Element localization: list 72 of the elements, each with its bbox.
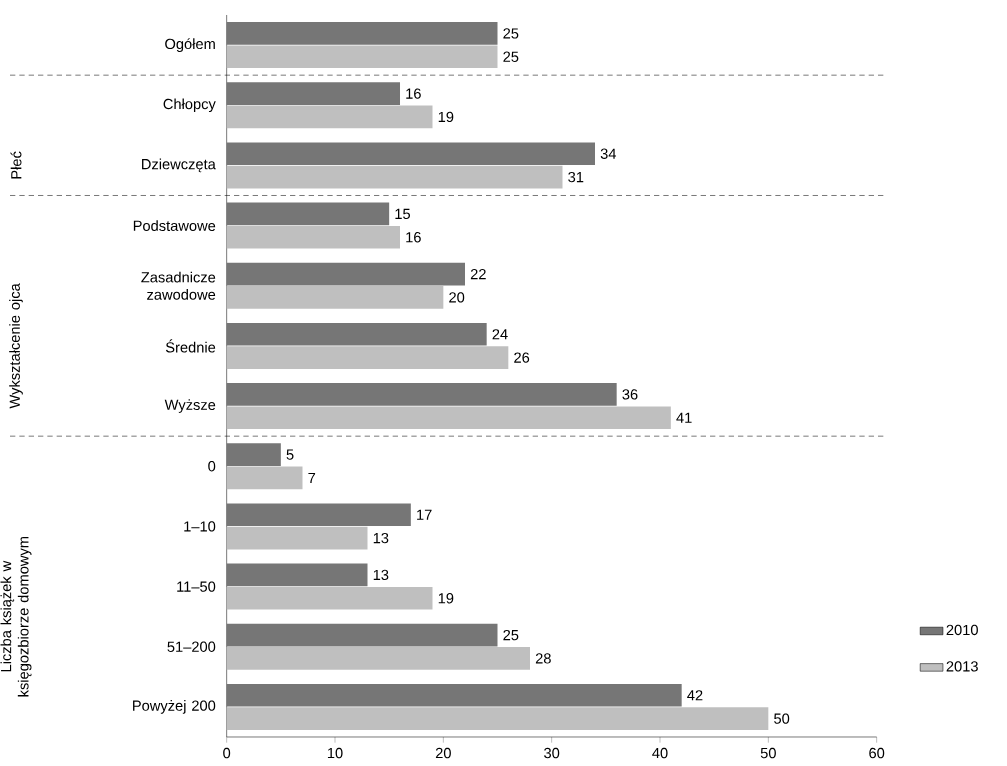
data-label: 28: [535, 653, 551, 664]
y-tick-label: 51–200: [167, 641, 216, 652]
y-tick-label: 1–10: [184, 521, 216, 532]
bar: [226, 286, 444, 309]
x-tick-label: 50: [760, 747, 776, 759]
text: Wykształcenie ojca: [9, 283, 23, 409]
data-label: 20: [449, 292, 465, 303]
y-tick-label: Zasadnicze zawodowe: [141, 271, 216, 300]
bar: [226, 22, 498, 45]
bar: [226, 225, 401, 249]
y-tick-label: Wyższe: [164, 399, 216, 413]
x-tick-label: 30: [544, 747, 560, 759]
legend-label: 2013: [946, 661, 978, 672]
y-tick-label: 0: [208, 461, 216, 472]
data-label: 24: [492, 329, 508, 340]
data-label: 26: [514, 352, 530, 363]
legend-label: 2010: [946, 624, 978, 636]
y-tick-label: Chłopcy: [163, 98, 216, 113]
bar: [226, 466, 303, 490]
data-label: 42: [687, 690, 703, 701]
bar: [226, 45, 498, 69]
bar: [226, 707, 769, 730]
bar: [226, 563, 368, 587]
data-label: 34: [600, 148, 617, 159]
x-tick-label: 40: [652, 747, 668, 759]
bar: [226, 683, 682, 707]
x-tick-label: 0: [223, 747, 231, 759]
text: Płeć: [10, 151, 22, 179]
y-tick-label: Średnie: [165, 339, 216, 353]
data-label: 13: [373, 532, 389, 544]
data-label: 5: [286, 449, 294, 460]
data-label: 25: [503, 51, 519, 62]
data-label: 25: [503, 629, 519, 641]
data-label: 50: [774, 713, 790, 724]
data-label: 13: [373, 569, 389, 581]
bar: [226, 142, 595, 166]
x-tick-label: 60: [869, 747, 885, 759]
bar: [226, 503, 411, 527]
x-tick-label: 20: [435, 747, 451, 759]
data-label: 19: [438, 593, 454, 604]
text: Liczba książek w księgozbiorze domowym: [0, 536, 32, 697]
data-label: 36: [622, 389, 638, 400]
data-label: 16: [406, 88, 421, 99]
data-label: 41: [676, 412, 692, 423]
bar: [226, 623, 498, 647]
data-label: 7: [308, 472, 316, 483]
data-label: 15: [395, 208, 411, 220]
bar: [226, 647, 530, 670]
data-label: 19: [438, 111, 454, 123]
data-label: 16: [406, 232, 421, 243]
data-label: 25: [503, 28, 519, 39]
y-tick-label: Ogółem: [165, 38, 215, 52]
data-label: 31: [568, 171, 584, 183]
bar: [226, 406, 671, 430]
bar: [226, 586, 433, 610]
bar: [226, 262, 465, 286]
bar: [226, 202, 390, 226]
y-tick-label: Podstawowe: [133, 220, 216, 231]
data-label: 17: [417, 509, 432, 520]
data-label: 22: [470, 268, 486, 280]
bar: [226, 322, 487, 346]
bar: [226, 526, 368, 550]
bar: [226, 346, 509, 369]
y-tick-label: Dziewczęta: [142, 158, 216, 173]
bar: [226, 82, 401, 105]
y-tick-label: 11–50: [177, 581, 216, 592]
x-tick-label: 10: [327, 747, 343, 759]
bar: [226, 165, 563, 189]
bar: [226, 105, 433, 129]
bar: [226, 383, 617, 406]
y-tick-label: Powyżej 200: [133, 700, 216, 714]
bar: [226, 443, 281, 466]
